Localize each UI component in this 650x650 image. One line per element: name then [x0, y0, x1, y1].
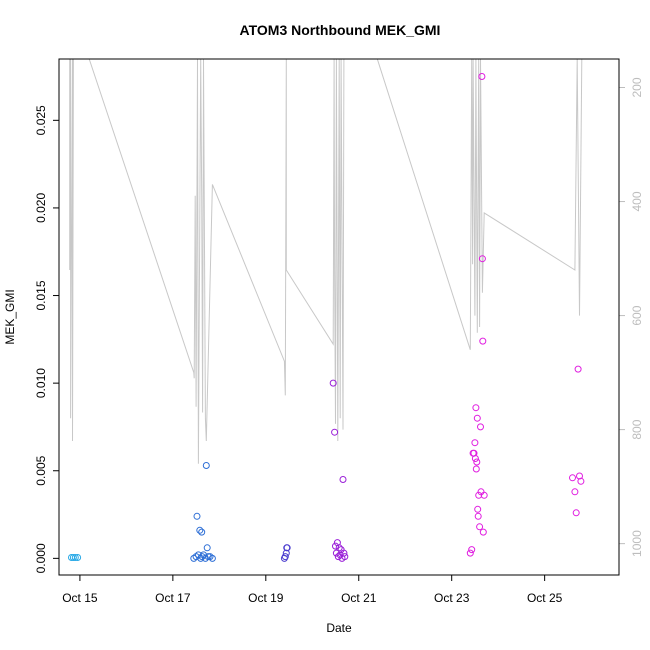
data-point	[468, 546, 476, 554]
y2-tick-label: 600	[630, 305, 644, 325]
y2-tick-label: 800	[630, 419, 644, 439]
data-point	[283, 544, 291, 552]
data-point	[71, 554, 79, 561]
data-point	[202, 462, 210, 469]
data-point	[477, 423, 484, 431]
x-tick-label: Oct 19	[248, 591, 284, 605]
y2-tick-label: 1000	[630, 530, 644, 557]
data-point	[476, 523, 484, 531]
y2-tick-label: 200	[630, 77, 644, 97]
data-point	[478, 255, 486, 263]
y2-tick-label: 400	[630, 191, 644, 211]
y-tick-label: 0.000	[34, 543, 48, 573]
data-point	[479, 528, 487, 536]
data-point	[332, 542, 339, 550]
data-point	[329, 379, 337, 387]
y-tick-label: 0.015	[34, 280, 48, 310]
line-layer	[69, 58, 583, 464]
y-tick-label: 0.025	[34, 105, 48, 135]
x-tick-label: Oct 23	[434, 591, 470, 605]
data-point	[336, 551, 344, 559]
y-axis-label: MEK_GMI	[3, 289, 17, 344]
data-point	[473, 458, 481, 466]
data-point	[479, 337, 487, 345]
x-tick-label: Oct 15	[62, 591, 98, 605]
data-point	[571, 488, 579, 496]
data-point	[281, 553, 289, 561]
data-point	[574, 365, 582, 373]
data-point	[193, 512, 201, 520]
data-point	[200, 551, 207, 559]
data-point	[203, 544, 211, 552]
data-point	[196, 526, 204, 534]
data-point	[331, 428, 339, 436]
data-point	[572, 509, 580, 517]
data-point	[569, 474, 576, 482]
chart-title: ATOM3 Northbound MEK_GMI	[240, 22, 441, 38]
data-point	[471, 455, 479, 462]
points-layer	[68, 73, 585, 562]
y-tick-label: 0.020	[34, 193, 48, 223]
data-point	[339, 476, 347, 483]
y-tick-label: 0.005	[34, 455, 48, 485]
data-point	[466, 549, 474, 557]
data-point	[282, 549, 290, 557]
data-point	[471, 439, 479, 447]
data-point	[74, 554, 82, 561]
x-tick-label: Oct 25	[527, 591, 563, 605]
data-point	[577, 477, 585, 485]
data-point	[478, 73, 486, 80]
data-point	[194, 551, 202, 559]
data-point	[474, 512, 482, 520]
data-point	[472, 404, 480, 412]
data-point	[69, 554, 77, 561]
x-axis-label: Date	[326, 621, 352, 635]
data-point	[473, 414, 481, 422]
data-point	[332, 549, 340, 557]
data-point	[208, 554, 216, 562]
plot-frame	[58, 58, 620, 576]
data-point	[480, 491, 488, 499]
y-tick-label: 0.010	[34, 368, 48, 398]
data-point	[335, 544, 343, 552]
data-point	[474, 505, 482, 513]
data-point	[190, 554, 198, 562]
data-point	[341, 553, 349, 561]
data-point	[340, 549, 348, 557]
data-point	[198, 528, 206, 536]
x-tick-label: Oct 17	[155, 591, 191, 605]
series-line-5	[69, 58, 583, 464]
x-tick-label: Oct 21	[341, 591, 377, 605]
data-point	[472, 465, 480, 473]
